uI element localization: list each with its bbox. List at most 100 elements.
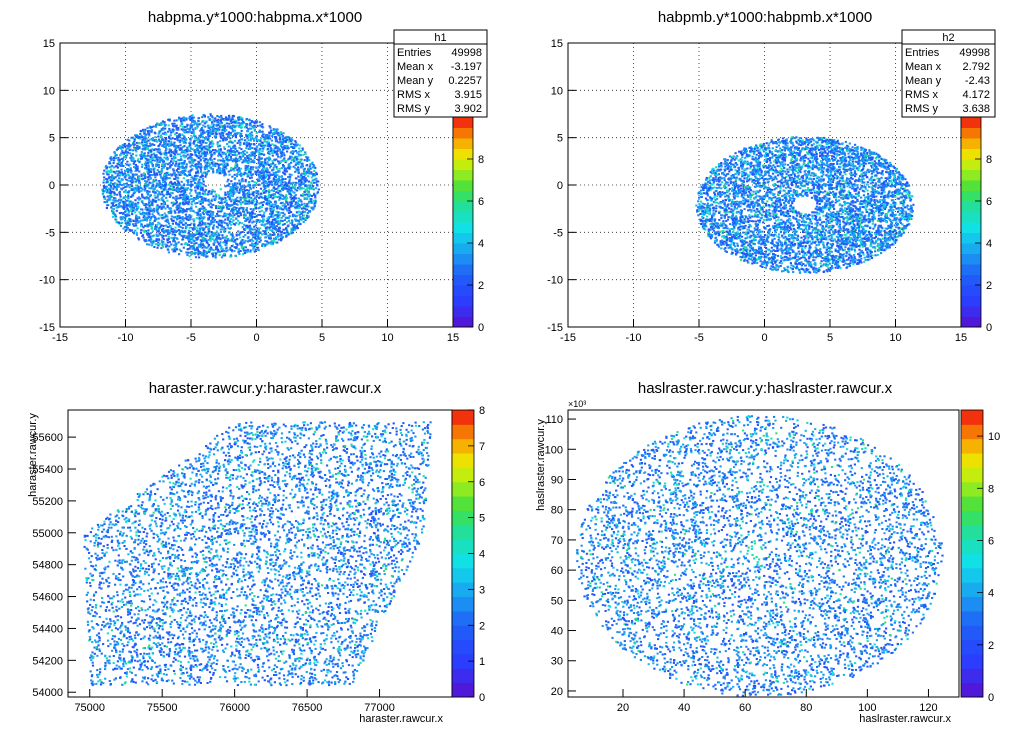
- heatmap-cell: [127, 171, 129, 173]
- heatmap-cell: [192, 121, 194, 123]
- heatmap-cell: [313, 182, 315, 184]
- heatmap-cell: [203, 250, 205, 252]
- heatmap-cell: [129, 164, 131, 166]
- heatmap-cell: [132, 149, 134, 151]
- heatmap-cell: [178, 174, 180, 176]
- heatmap-cell: [118, 177, 120, 179]
- heatmap-cell: [165, 215, 167, 217]
- heatmap-cell: [170, 226, 172, 228]
- heatmap-cell: [197, 236, 199, 238]
- heatmap-cell: [174, 250, 176, 252]
- heatmap-cell: [224, 185, 226, 187]
- heatmap-cell: [232, 168, 234, 170]
- heatmap-cell: [275, 203, 277, 205]
- heatmap-cell: [197, 124, 199, 126]
- heatmap-cell: [189, 141, 191, 143]
- heatmap-cell: [262, 243, 264, 245]
- heatmap-cell: [271, 222, 273, 224]
- heatmap-cell: [234, 192, 236, 194]
- heatmap-cell: [183, 135, 185, 137]
- heatmap-cell: [126, 164, 128, 166]
- heatmap-cell: [141, 143, 143, 145]
- heatmap-cell: [177, 168, 179, 170]
- heatmap-cell: [270, 195, 272, 197]
- heatmap-cell: [154, 136, 156, 138]
- heatmap-cell: [237, 142, 239, 144]
- heatmap-cell: [295, 177, 297, 179]
- heatmap-cell: [257, 169, 259, 171]
- heatmap-cell: [119, 159, 121, 161]
- heatmap-cell: [219, 167, 221, 169]
- heatmap-cell: [278, 212, 280, 214]
- heatmap-cell: [144, 190, 146, 192]
- heatmap-cell: [199, 213, 201, 215]
- heatmap-cell: [168, 124, 170, 126]
- heatmap-cell: [214, 191, 216, 193]
- heatmap-cell: [264, 145, 266, 147]
- heatmap-cell: [255, 242, 257, 244]
- heatmap-cell: [116, 170, 118, 172]
- heatmap-cell: [221, 250, 223, 252]
- heatmap-cell: [278, 194, 280, 196]
- heatmap-cell: [272, 216, 274, 218]
- heatmap-cell: [302, 193, 304, 195]
- heatmap-cell: [219, 172, 221, 174]
- heatmap-cell: [280, 238, 282, 240]
- heatmap-cell: [227, 225, 229, 227]
- heatmap-cell: [109, 189, 111, 191]
- heatmap-cell: [308, 181, 310, 183]
- heatmap-cell: [122, 160, 124, 162]
- heatmap-cell: [166, 245, 168, 247]
- heatmap-cell: [132, 180, 134, 182]
- heatmap-cell: [244, 250, 246, 252]
- heatmap-cell: [138, 142, 140, 144]
- heatmap-cell: [217, 155, 219, 157]
- heatmap-cell: [240, 203, 242, 205]
- heatmap-cell: [219, 145, 221, 147]
- heatmap-cell: [121, 150, 123, 152]
- heatmap-cell: [124, 211, 126, 213]
- heatmap-cell: [113, 213, 115, 215]
- heatmap-cell: [230, 210, 232, 212]
- heatmap-cell: [304, 218, 306, 220]
- heatmap-cell: [270, 149, 272, 151]
- heatmap-cell: [162, 217, 164, 219]
- heatmap-cell: [178, 117, 180, 119]
- heatmap-cell: [296, 158, 298, 160]
- heatmap-cell: [241, 240, 243, 242]
- heatmap-cell: [110, 169, 112, 171]
- heatmap-cell: [285, 160, 287, 162]
- heatmap-cell: [302, 148, 304, 150]
- heatmap-cell: [149, 236, 151, 238]
- heatmap-cell: [167, 221, 169, 223]
- heatmap-cell: [306, 164, 308, 166]
- heatmap-cell: [228, 136, 230, 138]
- heatmap-cell: [261, 153, 263, 155]
- heatmap-cell: [231, 195, 233, 197]
- heatmap-cell: [249, 173, 251, 175]
- heatmap-cell: [276, 242, 278, 244]
- heatmap-cell: [164, 208, 166, 210]
- heatmap-cell: [206, 121, 208, 123]
- heatmap-cell: [227, 227, 229, 229]
- heatmap-cell: [198, 196, 200, 198]
- heatmap-cell: [269, 132, 271, 134]
- heatmap-cell: [147, 166, 149, 168]
- heatmap-cell: [271, 135, 273, 137]
- heatmap-cell: [238, 140, 240, 142]
- heatmap-cell: [175, 174, 177, 176]
- heatmap-cell: [199, 146, 201, 148]
- heatmap-cell: [300, 218, 302, 220]
- heatmap-cell: [247, 212, 249, 214]
- heatmap-cell: [243, 216, 245, 218]
- heatmap-cell: [112, 205, 114, 207]
- heatmap-cell: [138, 211, 140, 213]
- heatmap-cell: [252, 127, 254, 129]
- heatmap-cell: [160, 177, 162, 179]
- heatmap-cell: [216, 171, 218, 173]
- heatmap-cell: [194, 140, 196, 142]
- heatmap-cell: [165, 137, 167, 139]
- heatmap-cell: [296, 190, 298, 192]
- heatmap-cell: [225, 116, 227, 118]
- heatmap-cell: [186, 254, 188, 256]
